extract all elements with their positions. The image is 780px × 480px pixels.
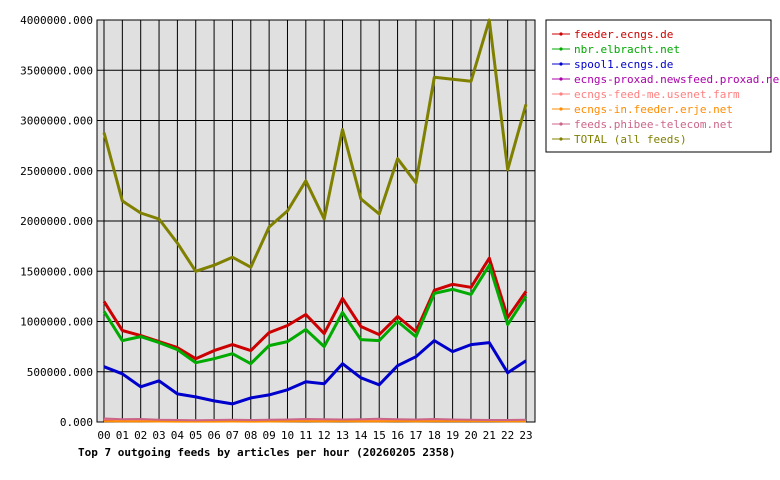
x-tick-label: 16 xyxy=(391,429,404,442)
y-tick-labels: 0.000 500000.000 1000000.000 1500000.000 200… xyxy=(20,14,93,429)
y-tick-label: 3500000.000 xyxy=(20,64,93,77)
x-tick-label: 17 xyxy=(409,429,422,442)
x-tick-label: 02 xyxy=(134,429,147,442)
legend-entry: feeds.phibee-telecom.net xyxy=(574,118,733,131)
series-line xyxy=(103,339,527,406)
series-lines xyxy=(102,18,528,423)
legend-entry: TOTAL (all feeds) xyxy=(574,133,687,146)
legend-entry: ecngs-proxad.newsfeed.proxad.net xyxy=(574,73,780,86)
series-line xyxy=(102,256,528,361)
x-tick-label: 07 xyxy=(226,429,239,442)
x-tick-label: 00 xyxy=(97,429,110,442)
x-tick-label: 14 xyxy=(354,429,368,442)
y-tick-label: 2500000.000 xyxy=(20,165,93,178)
y-tick-label: 1500000.000 xyxy=(20,265,93,278)
x-tick-label: 12 xyxy=(318,429,331,442)
series-line xyxy=(102,18,528,273)
y-tick-label: 1000000.000 xyxy=(20,316,93,329)
y-tick-label: 4000000.000 xyxy=(20,14,93,27)
x-tick-label: 09 xyxy=(263,429,276,442)
x-tick-label: 18 xyxy=(428,429,441,442)
x-tick-label: 23 xyxy=(519,429,532,442)
x-tick-label: 10 xyxy=(281,429,294,442)
x-tick-label: 03 xyxy=(152,429,165,442)
x-tick-label: 15 xyxy=(373,429,386,442)
series-line xyxy=(102,263,528,366)
x-tick-label: 08 xyxy=(244,429,257,442)
y-tick-label: 3000000.000 xyxy=(20,115,93,128)
legend-entry: spool1.ecngs.de xyxy=(574,58,673,71)
legend-marker xyxy=(559,47,563,51)
legend-marker xyxy=(559,137,563,141)
x-tick-label: 01 xyxy=(116,429,129,442)
legend-marker xyxy=(559,107,563,111)
x-tick-label: 04 xyxy=(171,429,185,442)
series-line xyxy=(103,417,527,422)
x-tick-label: 05 xyxy=(189,429,202,442)
y-tick-label: 2000000.000 xyxy=(20,215,93,228)
y-tick-label: 500000.000 xyxy=(27,366,93,379)
legend-entry: ecngs-feed-me.usenet.farm xyxy=(574,88,740,101)
x-tick-label: 11 xyxy=(299,429,312,442)
x-tick-label: 19 xyxy=(446,429,459,442)
x-tick-label: 20 xyxy=(464,429,477,442)
legend-entry: ecngs-in.feeder.erje.net xyxy=(574,103,733,116)
y-tick-label: 0.000 xyxy=(60,416,93,429)
x-tick-label: 22 xyxy=(501,429,514,442)
x-tick-label: 06 xyxy=(207,429,220,442)
legend-marker xyxy=(559,92,563,96)
legend-marker xyxy=(559,62,563,66)
chart-title: Top 7 outgoing feeds by articles per hou… xyxy=(78,446,456,459)
legend-entry: feeder.ecngs.de xyxy=(574,28,673,41)
x-tick-labels: 00 01 02 03 04 05 06 07 08 09 10 11 12 13 14 15 16 17 18 19… xyxy=(97,429,532,442)
legend-marker xyxy=(559,122,563,126)
legend: feeder.ecngs.de nbr.elbracht.net spool1.ec… xyxy=(545,19,780,153)
x-tick-label: 13 xyxy=(336,429,349,442)
legend-marker xyxy=(559,32,563,36)
legend-marker xyxy=(559,77,563,81)
legend-entry: nbr.elbracht.net xyxy=(574,43,680,56)
x-tick-label: 21 xyxy=(483,429,496,442)
legend-box xyxy=(545,19,772,153)
